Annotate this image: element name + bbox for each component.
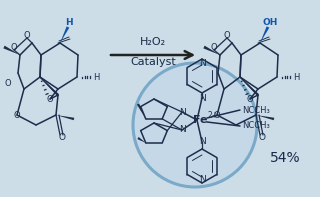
Polygon shape: [56, 115, 74, 120]
Text: O: O: [14, 111, 20, 120]
Text: N: N: [179, 125, 185, 135]
Polygon shape: [256, 115, 274, 120]
Text: H: H: [65, 18, 73, 27]
Text: O: O: [5, 78, 11, 87]
Polygon shape: [137, 103, 146, 119]
Circle shape: [133, 63, 257, 187]
Text: 54%: 54%: [270, 151, 300, 165]
Text: 2+: 2+: [207, 111, 219, 120]
Polygon shape: [137, 137, 146, 143]
Text: NCCH₃: NCCH₃: [242, 106, 270, 114]
Polygon shape: [60, 26, 69, 43]
Text: O: O: [224, 31, 230, 40]
Text: H₂O₂: H₂O₂: [140, 37, 166, 47]
Text: N: N: [199, 59, 205, 68]
Text: N: N: [199, 138, 205, 147]
Text: OH: OH: [262, 18, 278, 27]
Text: O: O: [47, 95, 53, 103]
Text: O: O: [59, 133, 66, 141]
Text: O: O: [214, 111, 220, 120]
Text: O: O: [24, 31, 30, 40]
Text: H: H: [93, 72, 99, 82]
Polygon shape: [260, 26, 269, 43]
Text: O: O: [247, 95, 253, 103]
Polygon shape: [3, 46, 20, 55]
Text: O: O: [11, 43, 17, 51]
Text: Catalyst: Catalyst: [130, 57, 176, 67]
Text: N: N: [179, 108, 185, 116]
Polygon shape: [203, 46, 220, 55]
Polygon shape: [240, 77, 259, 96]
Text: H: H: [293, 72, 299, 82]
Text: O: O: [211, 43, 217, 51]
Text: N: N: [199, 175, 205, 183]
Polygon shape: [40, 77, 59, 96]
Text: N: N: [199, 94, 205, 102]
Text: O: O: [259, 133, 266, 141]
Text: NCCH₃: NCCH₃: [242, 122, 270, 130]
Text: Fe: Fe: [193, 115, 207, 125]
